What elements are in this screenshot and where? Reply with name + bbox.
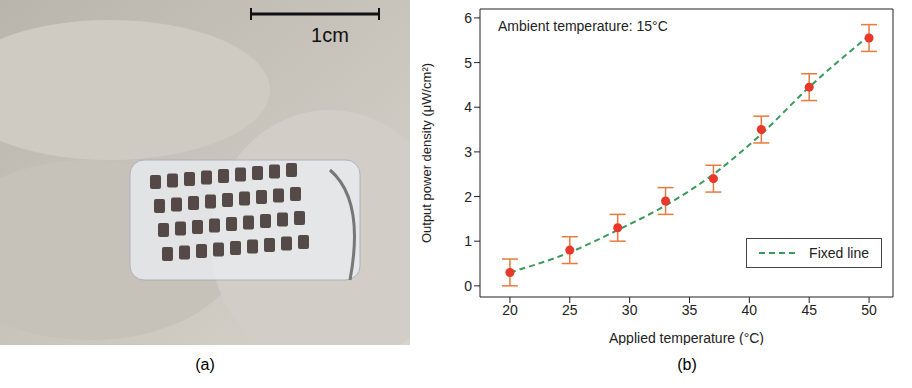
svg-text:45: 45 (801, 302, 817, 318)
svg-text:40: 40 (742, 302, 758, 318)
svg-text:30: 30 (622, 302, 638, 318)
html-text:Fixed line: Fixed line (809, 245, 869, 261)
svg-text:5: 5 (464, 55, 472, 71)
svg-text:50: 50 (861, 302, 877, 318)
svg-text:Applied temperature (°C): Applied temperature (°C) (609, 330, 764, 345)
svg-text:35: 35 (682, 302, 698, 318)
svg-text:0: 0 (464, 278, 472, 294)
svg-text:Output power density (μW/cm²): Output power density (μW/cm²) (419, 63, 434, 243)
svg-text:6: 6 (464, 10, 472, 26)
svg-text:4: 4 (464, 99, 472, 115)
svg-text:2: 2 (464, 189, 472, 205)
svg-text:1cm: 1cm (311, 24, 349, 46)
svg-text:3: 3 (464, 144, 472, 160)
svg-text:25: 25 (562, 302, 578, 318)
svg-text:20: 20 (502, 302, 518, 318)
html-text:(b): (b) (677, 356, 697, 373)
html-text:Ambient temperature: 15°C: Ambient temperature: 15°C (498, 18, 668, 34)
html-text:(a): (a) (195, 356, 215, 373)
svg-text:1: 1 (464, 233, 472, 249)
